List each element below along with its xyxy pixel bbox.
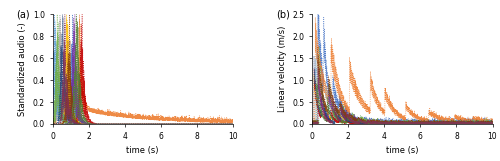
Y-axis label: Linear velocity (m/s): Linear velocity (m/s)	[278, 26, 287, 112]
X-axis label: time (s): time (s)	[126, 146, 159, 155]
Text: (a): (a)	[16, 9, 30, 19]
Y-axis label: Standardized audio (-): Standardized audio (-)	[18, 22, 27, 116]
X-axis label: time (s): time (s)	[386, 146, 418, 155]
Text: (b): (b)	[276, 9, 290, 19]
